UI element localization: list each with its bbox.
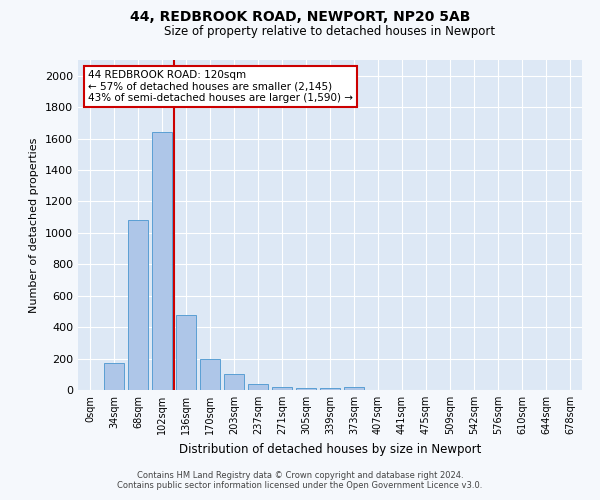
Bar bbox=[176, 314, 196, 390]
Bar bbox=[272, 387, 292, 390]
Text: 44, REDBROOK ROAD, NEWPORT, NP20 5AB: 44, REDBROOK ROAD, NEWPORT, NP20 5AB bbox=[130, 10, 470, 24]
Bar bbox=[104, 364, 124, 390]
Bar bbox=[224, 374, 244, 390]
Bar bbox=[248, 384, 268, 390]
X-axis label: Distribution of detached houses by size in Newport: Distribution of detached houses by size … bbox=[179, 442, 481, 456]
Bar bbox=[344, 387, 364, 390]
Bar bbox=[152, 132, 172, 390]
Bar bbox=[128, 220, 148, 390]
Text: Contains HM Land Registry data © Crown copyright and database right 2024.
Contai: Contains HM Land Registry data © Crown c… bbox=[118, 470, 482, 490]
Bar bbox=[296, 388, 316, 390]
Text: 44 REDBROOK ROAD: 120sqm
← 57% of detached houses are smaller (2,145)
43% of sem: 44 REDBROOK ROAD: 120sqm ← 57% of detach… bbox=[88, 70, 353, 103]
Bar bbox=[320, 388, 340, 390]
Title: Size of property relative to detached houses in Newport: Size of property relative to detached ho… bbox=[164, 25, 496, 38]
Bar bbox=[200, 358, 220, 390]
Y-axis label: Number of detached properties: Number of detached properties bbox=[29, 138, 40, 312]
